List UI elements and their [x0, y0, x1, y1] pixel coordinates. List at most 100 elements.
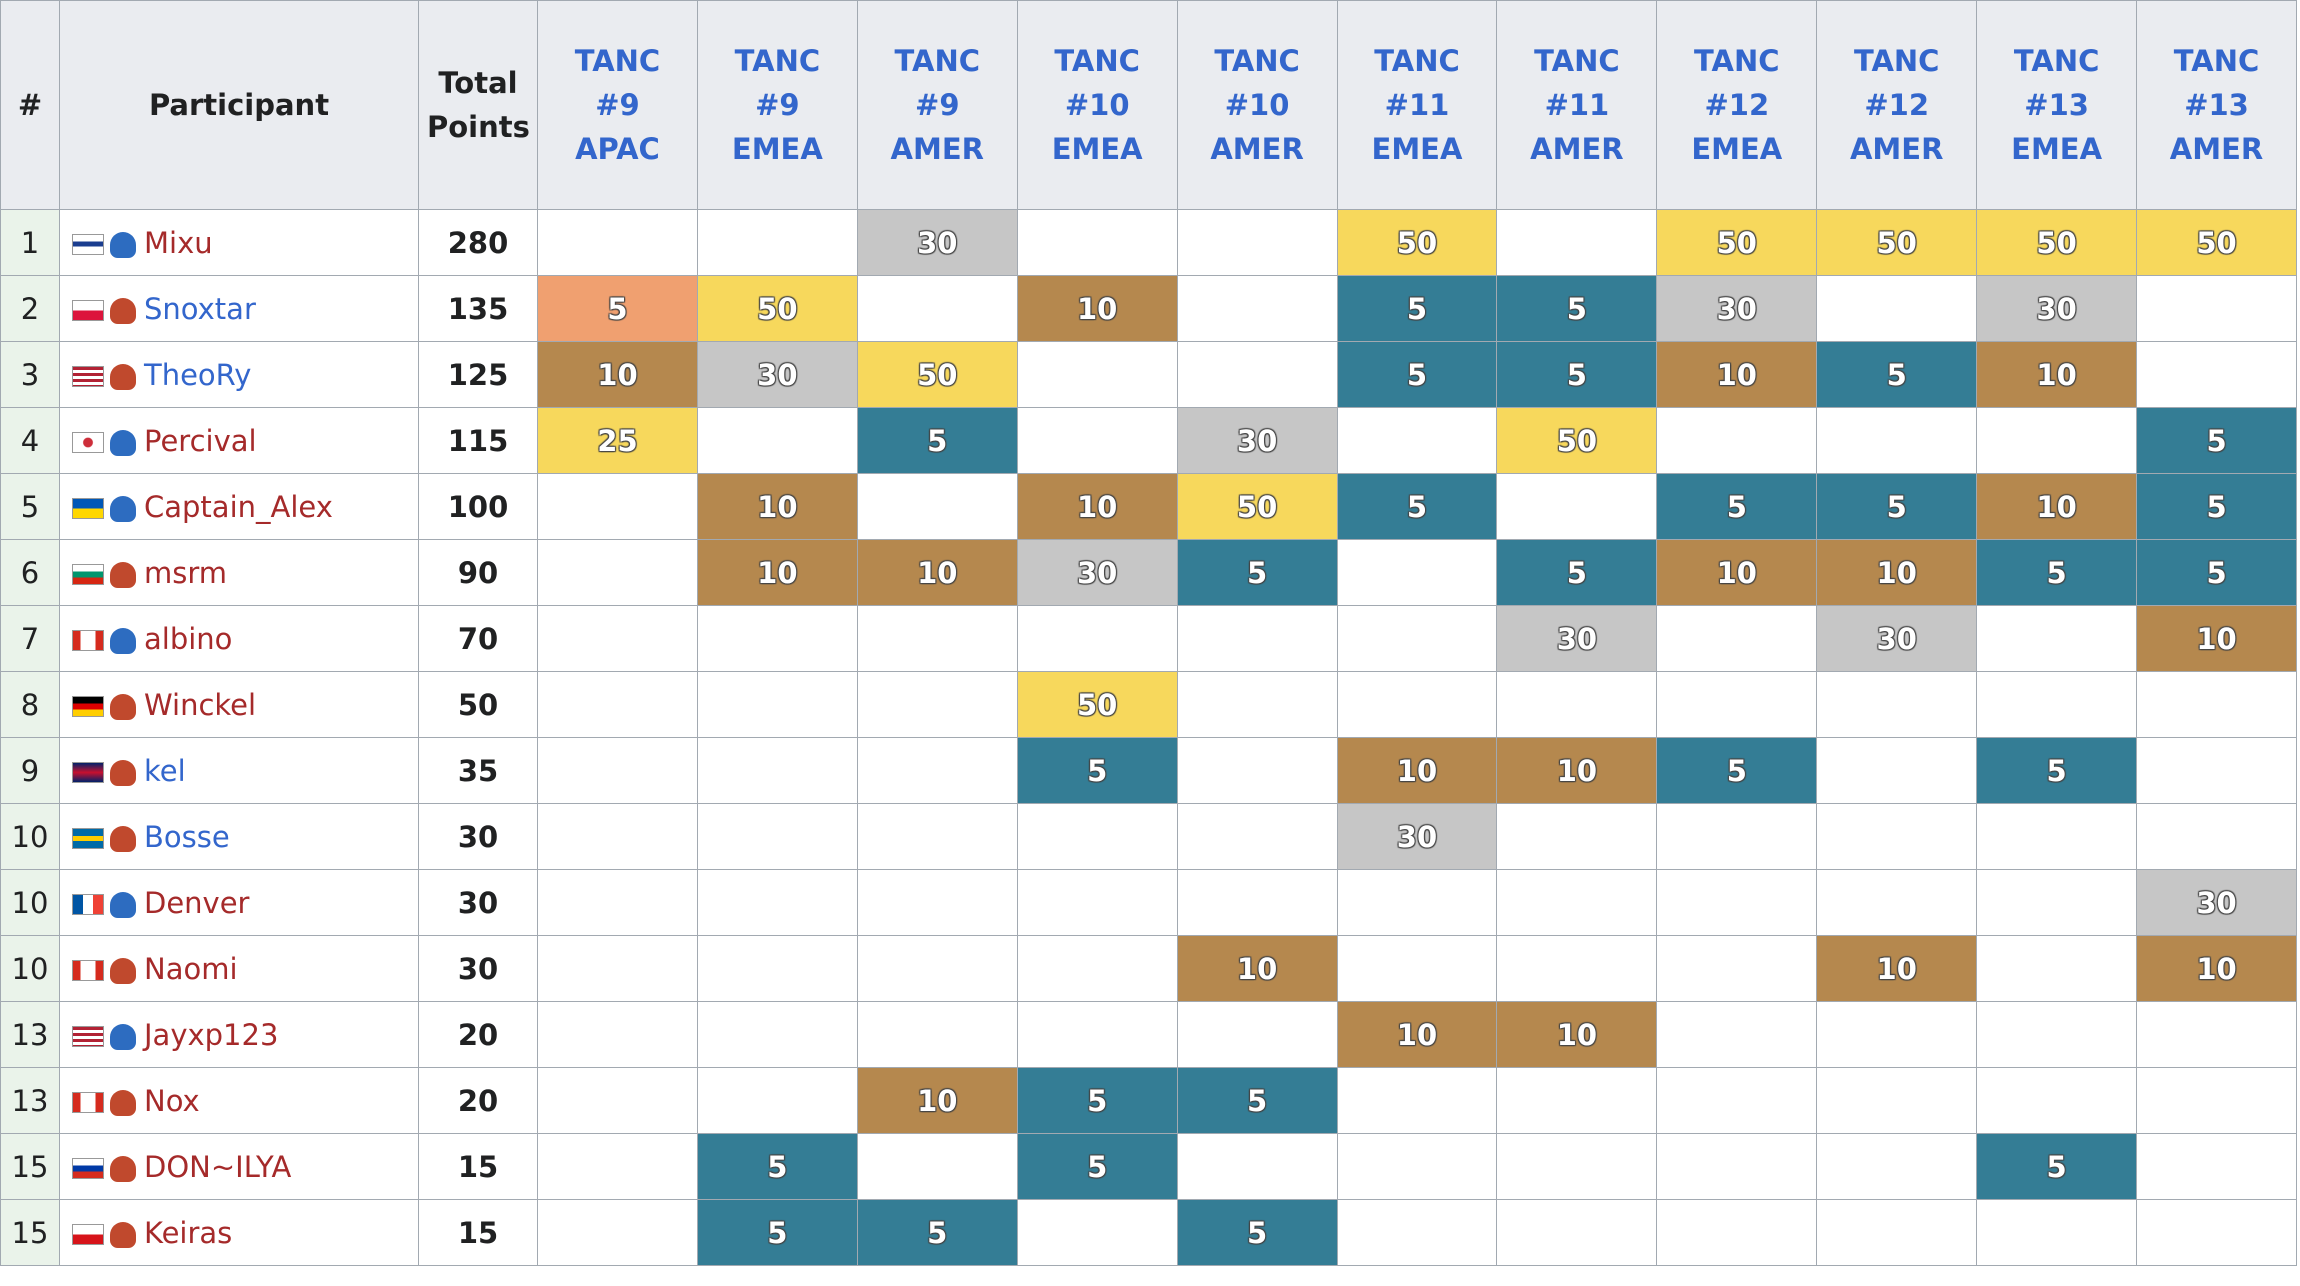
empty-cell [1816, 1001, 1978, 1068]
points-cell: 5 [2136, 473, 2297, 540]
participant-name: Snoxtar [144, 291, 256, 326]
empty-cell [1016, 803, 1178, 870]
faction-icon [110, 429, 136, 456]
points-cell: 30 [1976, 275, 2138, 342]
empty-cell [537, 1133, 698, 1200]
empty-cell [537, 935, 698, 1002]
empty-cell [2136, 1067, 2297, 1134]
total-points: 70 [418, 605, 538, 672]
flag [72, 498, 104, 519]
total-points: 125 [418, 341, 538, 408]
empty-cell [2136, 737, 2297, 804]
total-points: 115 [418, 407, 538, 474]
empty-cell [1976, 869, 2138, 936]
row: 9 kel 35 5 10 10 5 5 [0, 737, 2297, 804]
participant: DON~ILYA [59, 1133, 419, 1200]
faction-icon [110, 363, 136, 390]
empty-cell [1656, 407, 1818, 474]
participant: Keiras [59, 1199, 419, 1266]
empty-cell [1976, 803, 2138, 870]
faction-icon [110, 825, 136, 852]
faction-icon [110, 1089, 136, 1116]
empty-cell [696, 671, 858, 738]
empty-cell [1336, 407, 1498, 474]
empty-cell [1016, 407, 1178, 474]
empty-cell [537, 1001, 698, 1068]
rank: 7 [0, 605, 60, 672]
empty-cell [2136, 803, 2297, 870]
points-cell: 10 [1496, 737, 1658, 804]
participant-name: msrm [144, 555, 228, 590]
empty-cell [1016, 935, 1178, 1002]
points-cell: 10 [1336, 1001, 1498, 1068]
participant-name: Denver [144, 885, 250, 920]
empty-cell [2136, 1133, 2297, 1200]
flag [72, 432, 104, 453]
event-header: TANC #13 EMEA [1976, 0, 2138, 210]
faction-icon [110, 759, 136, 786]
empty-cell [1496, 209, 1658, 276]
participant: Nox [59, 1067, 419, 1134]
row: 4 Percival 115 25 5 30 50 5 [0, 407, 2297, 474]
empty-cell [696, 869, 858, 936]
empty-cell [1976, 935, 2138, 1002]
empty-cell [1336, 869, 1498, 936]
rank: 2 [0, 275, 60, 342]
participant-name: Nox [144, 1083, 200, 1118]
empty-cell [856, 935, 1018, 1002]
empty-cell [1176, 1133, 1338, 1200]
points-cell: 5 [1336, 341, 1498, 408]
empty-cell [1176, 605, 1338, 672]
faction-icon [110, 1023, 136, 1050]
points-cell: 10 [696, 539, 858, 606]
row: 13 Jayxp123 20 10 10 [0, 1001, 2297, 1068]
empty-cell [1336, 1133, 1498, 1200]
empty-cell [537, 209, 698, 276]
faction-icon [110, 561, 136, 588]
empty-cell [537, 737, 698, 804]
empty-cell [1336, 935, 1498, 1002]
flag [72, 1224, 104, 1245]
points-cell: 30 [856, 209, 1018, 276]
points-cell: 5 [1176, 1067, 1338, 1134]
empty-cell [537, 539, 698, 606]
empty-cell [2136, 671, 2297, 738]
empty-cell [1816, 803, 1978, 870]
points-cell: 50 [1656, 209, 1818, 276]
participant-name: Mixu [144, 225, 213, 260]
event-header: TANC #10 AMER [1176, 0, 1338, 210]
points-cell: 50 [1176, 473, 1338, 540]
empty-cell [1816, 407, 1978, 474]
participant: albino [59, 605, 419, 672]
points-cell: 5 [856, 407, 1018, 474]
empty-cell [1016, 1001, 1178, 1068]
rank: 5 [0, 473, 60, 540]
points-cell: 5 [2136, 407, 2297, 474]
points-cell: 30 [1336, 803, 1498, 870]
points-cell: 5 [1656, 737, 1818, 804]
empty-cell [537, 803, 698, 870]
points-cell: 30 [1816, 605, 1978, 672]
points-cell: 5 [1496, 341, 1658, 408]
points-cell: 10 [1496, 1001, 1658, 1068]
participant-name: Bosse [144, 819, 230, 854]
faction-icon [110, 297, 136, 324]
points-cell: 30 [1176, 407, 1338, 474]
row: 10 Denver 30 30 [0, 869, 2297, 936]
participant: Mixu [59, 209, 419, 276]
event-header: TANC #9 EMEA [696, 0, 858, 210]
empty-cell [537, 605, 698, 672]
points-cell: 10 [696, 473, 858, 540]
points-cell: 5 [537, 275, 698, 342]
total-points: 20 [418, 1001, 538, 1068]
points-cell: 10 [2136, 605, 2297, 672]
rank: 13 [0, 1067, 60, 1134]
empty-cell [1976, 671, 2138, 738]
empty-cell [856, 671, 1018, 738]
points-cell: 5 [696, 1199, 858, 1266]
points-cell: 5 [1816, 341, 1978, 408]
event-header: TANC #11 EMEA [1336, 0, 1498, 210]
empty-cell [1656, 671, 1818, 738]
empty-cell [1176, 803, 1338, 870]
